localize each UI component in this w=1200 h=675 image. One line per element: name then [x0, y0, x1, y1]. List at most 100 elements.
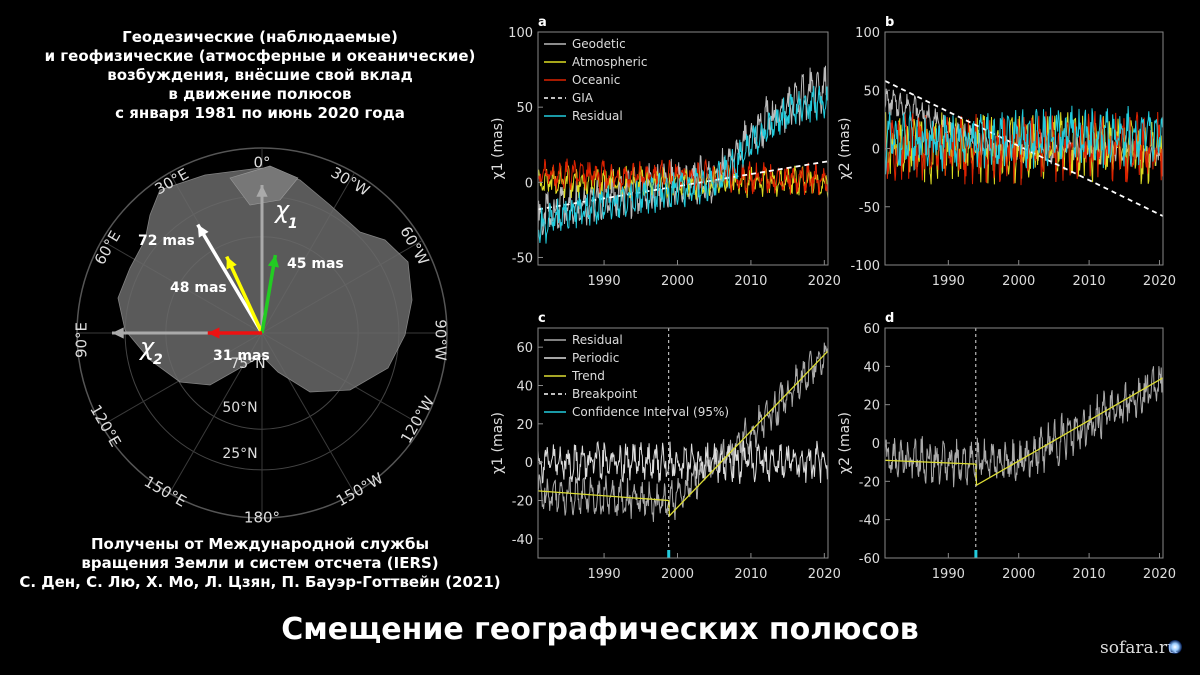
- x-tick-label: 2010: [1073, 274, 1106, 289]
- longitude-label: 90°W: [432, 319, 450, 361]
- chi1-axis-arrow-head: [256, 185, 268, 197]
- y-tick-label: -40: [859, 514, 880, 529]
- x-tick-label: 1990: [932, 567, 965, 582]
- page-title: Смещение географических полюсов: [281, 612, 919, 647]
- vector-label: 45 mas: [287, 256, 344, 272]
- legend-label: Geodetic: [572, 37, 626, 51]
- panel-letter: b: [885, 15, 894, 30]
- intro-line: Геодезические (наблюдаемые): [122, 28, 398, 46]
- series-line: [538, 342, 828, 523]
- site-label[interactable]: sofara.ru: [1100, 638, 1179, 658]
- y-tick-label: 0: [525, 456, 533, 471]
- chart-panel-c: c 1990 2000 2010 2020 -40 -20 0 20 40 60 χ1 (mas) Re…: [490, 311, 841, 582]
- chi1-label: χ: [273, 196, 290, 224]
- legend-label: Oceanic: [572, 73, 620, 87]
- series-line: [885, 111, 1163, 186]
- x-tick-label: 2000: [661, 274, 694, 289]
- series-line: [885, 80, 1163, 217]
- y-tick-label: 60: [863, 322, 880, 337]
- chi2-subscript: 2: [153, 352, 163, 368]
- plot-frame: [537, 327, 829, 559]
- y-tick-label: 0: [525, 176, 533, 191]
- landmass-shape: [117, 167, 413, 393]
- longitude-label: 90°E: [73, 322, 91, 358]
- chart-panel-b: b 1990 2000 2010 2020 -100 -50 0 50 100 χ2 (mas): [837, 15, 1176, 289]
- x-tick-label: 2010: [1073, 567, 1106, 582]
- y-tick-label: 50: [516, 101, 533, 116]
- series-line: [538, 440, 828, 484]
- plot-area: [538, 328, 828, 558]
- intro-line: и геофизические (атмосферные и океаничес…: [44, 47, 476, 65]
- legend-label: Breakpoint: [572, 387, 637, 401]
- y-axis-label: χ1 (mas): [490, 412, 506, 474]
- vector-arrow-head: [267, 255, 279, 268]
- longitude-label: 180°: [244, 509, 280, 527]
- legend-label: Residual: [572, 109, 623, 123]
- x-tick-label: 2020: [1143, 274, 1176, 289]
- plot-frame: [884, 327, 1164, 559]
- x-tick-label: 2000: [1002, 567, 1035, 582]
- vector-arrow-head: [226, 256, 237, 270]
- series-line: [885, 112, 1163, 185]
- y-tick-label: 100: [508, 26, 533, 41]
- x-tick-label: 2010: [734, 274, 767, 289]
- legend-label: GIA: [572, 91, 594, 105]
- y-tick-label: 60: [516, 341, 533, 356]
- y-tick-label: -40: [512, 533, 533, 548]
- panel-letter: a: [538, 15, 547, 30]
- x-tick-label: 1990: [932, 274, 965, 289]
- x-tick-label: 2010: [734, 567, 767, 582]
- source-line: С. Ден, С. Лю, Х. Мо, Л. Цзян, П. Бауэр-…: [19, 573, 501, 591]
- legend-label: Periodic: [572, 351, 619, 365]
- legend-label: Trend: [571, 369, 605, 383]
- series-line: [538, 158, 828, 196]
- y-tick-label: -20: [859, 475, 880, 490]
- y-tick-label: -100: [850, 259, 880, 274]
- y-tick-label: -20: [512, 495, 533, 510]
- source-line: Получены от Международной службы: [90, 535, 430, 553]
- legend-label: Confidence Interval (95%): [572, 405, 729, 419]
- intro-line: с января 1981 по июнь 2020 года: [115, 104, 405, 122]
- y-tick-label: 0: [872, 437, 880, 452]
- y-tick-label: -50: [512, 251, 533, 266]
- chart-panel-d: d 1990 2000 2010 2020 -60 -40 -20 0 20 40 60 χ2 (mas…: [837, 311, 1176, 582]
- longitude-label: 0°: [253, 154, 270, 172]
- series-line: [885, 88, 1163, 168]
- y-tick-label: 0: [872, 143, 880, 158]
- vector-label: 31 mas: [213, 348, 270, 364]
- y-tick-label: 20: [516, 418, 533, 433]
- vector-label: 72 mas: [138, 233, 195, 249]
- y-tick-label: -50: [859, 201, 880, 216]
- y-axis-label: χ2 (mas): [837, 118, 853, 180]
- plot-area: [885, 80, 1163, 217]
- panel-letter: d: [885, 311, 894, 326]
- chart-panel-a: a 1990 2000 2010 2020 -50 0 50 100 χ1 (mas) Geodet…: [490, 15, 841, 289]
- x-tick-label: 1990: [588, 274, 621, 289]
- y-tick-label: 40: [863, 360, 880, 375]
- confidence-interval-mark: [667, 550, 671, 558]
- panel-letter: c: [538, 311, 546, 326]
- series-line: [538, 65, 828, 236]
- series-line: [885, 366, 1163, 488]
- x-tick-label: 2020: [1143, 567, 1176, 582]
- y-tick-label: 50: [863, 84, 880, 99]
- latitude-label: 25°N: [222, 446, 257, 462]
- legend-label: Residual: [572, 333, 623, 347]
- vector-arrow: [225, 255, 264, 334]
- polar-map: 0°30°W60°W90°W120°W150°W180°150°E120°E90…: [73, 147, 450, 527]
- intro-line: в движение полюсов: [168, 85, 352, 103]
- y-axis-label: χ2 (mas): [837, 412, 853, 474]
- x-tick-label: 2000: [661, 567, 694, 582]
- x-tick-label: 2020: [808, 274, 841, 289]
- plot-area: [885, 328, 1163, 558]
- confidence-interval-mark: [974, 550, 978, 558]
- vector-arrow: [196, 223, 264, 334]
- legend-label: Atmospheric: [572, 55, 647, 69]
- vector-arrow-head: [197, 224, 209, 238]
- latitude-label: 50°N: [222, 400, 257, 416]
- vector-label: 48 mas: [170, 280, 227, 296]
- y-tick-label: -60: [859, 552, 880, 567]
- latitude-label: 75°N: [230, 356, 265, 372]
- vector-arrow: [260, 254, 278, 334]
